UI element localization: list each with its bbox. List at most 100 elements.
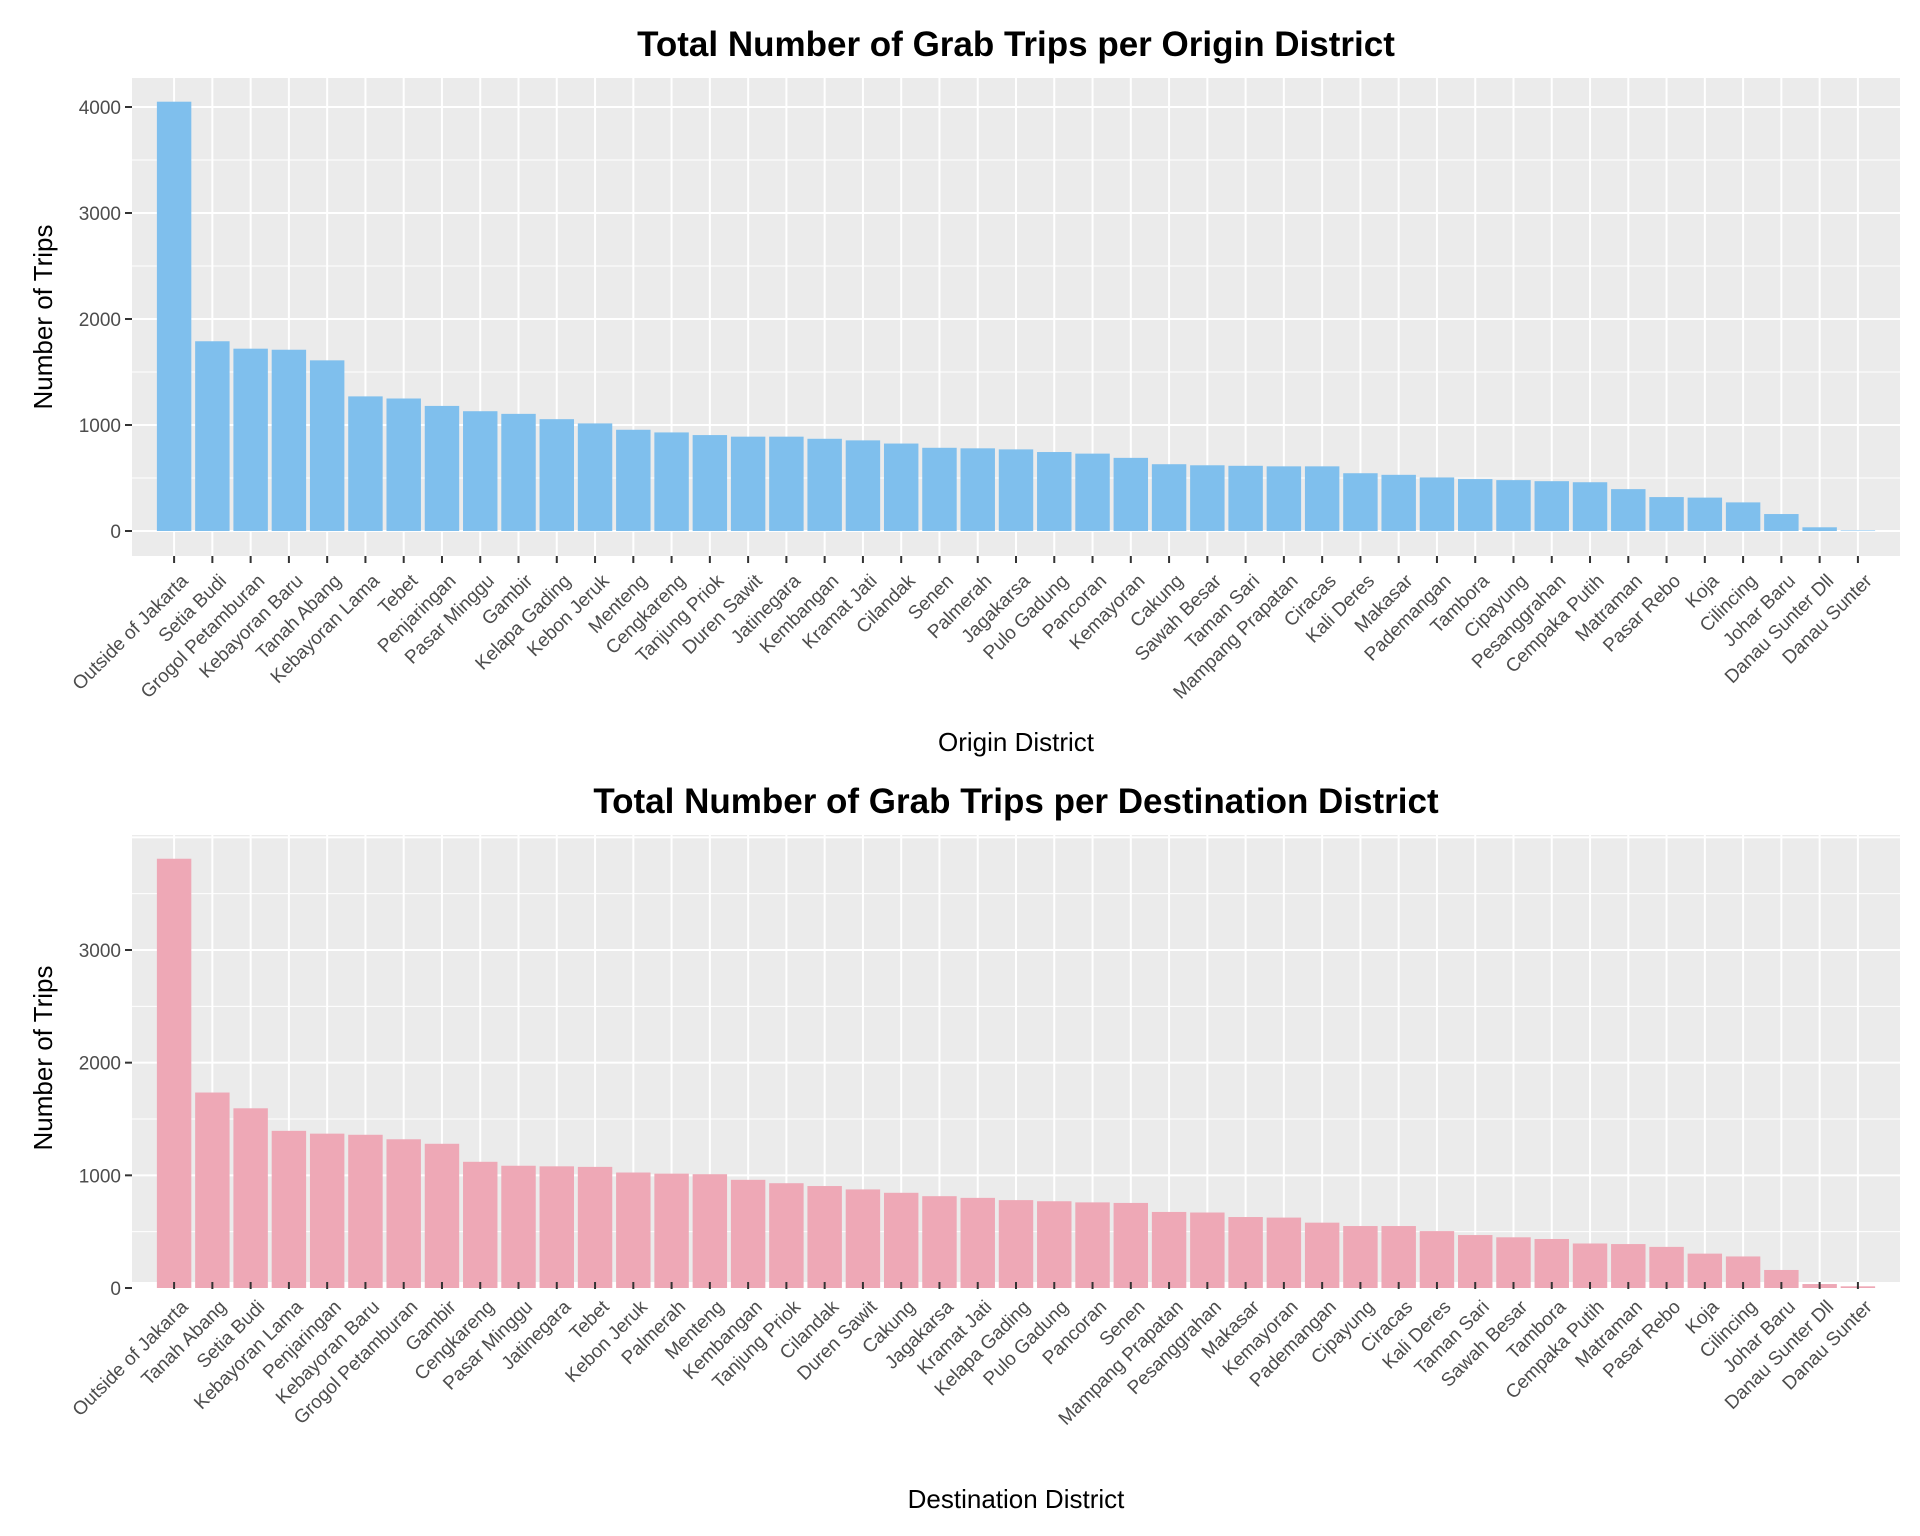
bar (195, 341, 230, 531)
bar (501, 413, 536, 531)
bar (1725, 502, 1761, 531)
bar (386, 1139, 421, 1288)
bar (309, 1133, 345, 1288)
bar (1075, 1202, 1110, 1288)
bar (1534, 1238, 1569, 1288)
bar (1190, 1212, 1225, 1288)
bar (577, 1166, 613, 1288)
bar (845, 1189, 881, 1288)
bar (1343, 1226, 1378, 1288)
bar (1037, 452, 1072, 531)
bar (156, 101, 192, 531)
bar (1496, 1237, 1531, 1288)
bar (195, 1092, 230, 1288)
bar (1113, 1202, 1149, 1288)
bar (1037, 1201, 1072, 1288)
bar (1228, 1217, 1263, 1288)
bar (998, 1200, 1034, 1288)
bar (348, 1134, 383, 1288)
bar (1534, 481, 1569, 531)
y-tick-label: 1000 (79, 1166, 121, 1187)
bar (730, 1179, 766, 1288)
bar (1840, 530, 1876, 531)
bar (883, 1192, 919, 1288)
bar (1304, 1222, 1340, 1288)
y-axis-title: Number of Trips (28, 966, 58, 1151)
bar (539, 1166, 574, 1288)
bar (1572, 1243, 1608, 1288)
bar (539, 419, 574, 531)
y-tick-label: 1000 (79, 416, 121, 437)
bar (654, 432, 689, 531)
bar (463, 1161, 498, 1288)
bar (692, 1174, 728, 1288)
bar (1458, 1235, 1493, 1288)
bar (883, 443, 919, 531)
bar (1151, 464, 1187, 531)
bar (1649, 1246, 1684, 1288)
bar (1611, 1244, 1646, 1288)
bar (845, 440, 881, 531)
bar (730, 436, 766, 531)
bar (1304, 466, 1340, 531)
y-tick-label: 4000 (79, 98, 121, 119)
bar (1266, 466, 1302, 531)
bar (1343, 473, 1378, 531)
x-axis-title: Origin District (938, 727, 1095, 757)
chart-title: Total Number of Grab Trips per Origin Di… (637, 25, 1395, 64)
y-tick-label: 3000 (79, 204, 121, 225)
bar (1266, 1217, 1302, 1288)
bar (233, 348, 268, 531)
bar (577, 423, 613, 531)
bar (1381, 1226, 1416, 1288)
bar (960, 448, 995, 531)
bar (1687, 497, 1723, 531)
bar (998, 449, 1034, 531)
bar (424, 1143, 460, 1288)
bar (1381, 474, 1416, 531)
bar (501, 1165, 536, 1288)
y-tick-label: 0 (110, 522, 121, 543)
bar (1572, 482, 1608, 531)
bar (616, 429, 651, 531)
bar (960, 1197, 995, 1288)
bar (386, 398, 421, 531)
bar (309, 360, 345, 531)
destination-chart: Total Number of Grab Trips per Destinati… (28, 782, 1900, 1514)
x-axis-title: Destination District (908, 1484, 1126, 1514)
y-tick-label: 3000 (79, 941, 121, 962)
bar (1419, 477, 1455, 531)
bar (807, 1186, 842, 1288)
origin-chart: Total Number of Grab Trips per Origin Di… (28, 25, 1900, 757)
bar (271, 349, 307, 531)
bar (1802, 527, 1837, 531)
y-axis-title: Number of Trips (28, 225, 58, 410)
bar (233, 1108, 268, 1288)
chart-title: Total Number of Grab Trips per Destinati… (593, 782, 1439, 821)
bar (1075, 453, 1110, 531)
bar (1611, 489, 1646, 531)
bar (1419, 1231, 1455, 1288)
bars (156, 858, 1876, 1288)
bar (271, 1130, 307, 1288)
bar (769, 436, 804, 531)
bar (1113, 457, 1149, 531)
y-tick-label: 2000 (79, 1054, 121, 1075)
y-tick-label: 2000 (79, 310, 121, 331)
bar (1458, 479, 1493, 531)
bar (348, 396, 383, 531)
bar (1151, 1211, 1187, 1288)
bar (1228, 465, 1263, 531)
bar (1190, 465, 1225, 531)
bar (463, 411, 498, 531)
y-tick-label: 0 (110, 1279, 121, 1300)
bar (1764, 1269, 1799, 1288)
bar (1764, 514, 1799, 531)
bar (922, 1196, 957, 1288)
bars (156, 101, 1876, 531)
y-axis: 0 1000 2000 3000 (79, 941, 132, 1300)
bar (922, 447, 957, 531)
